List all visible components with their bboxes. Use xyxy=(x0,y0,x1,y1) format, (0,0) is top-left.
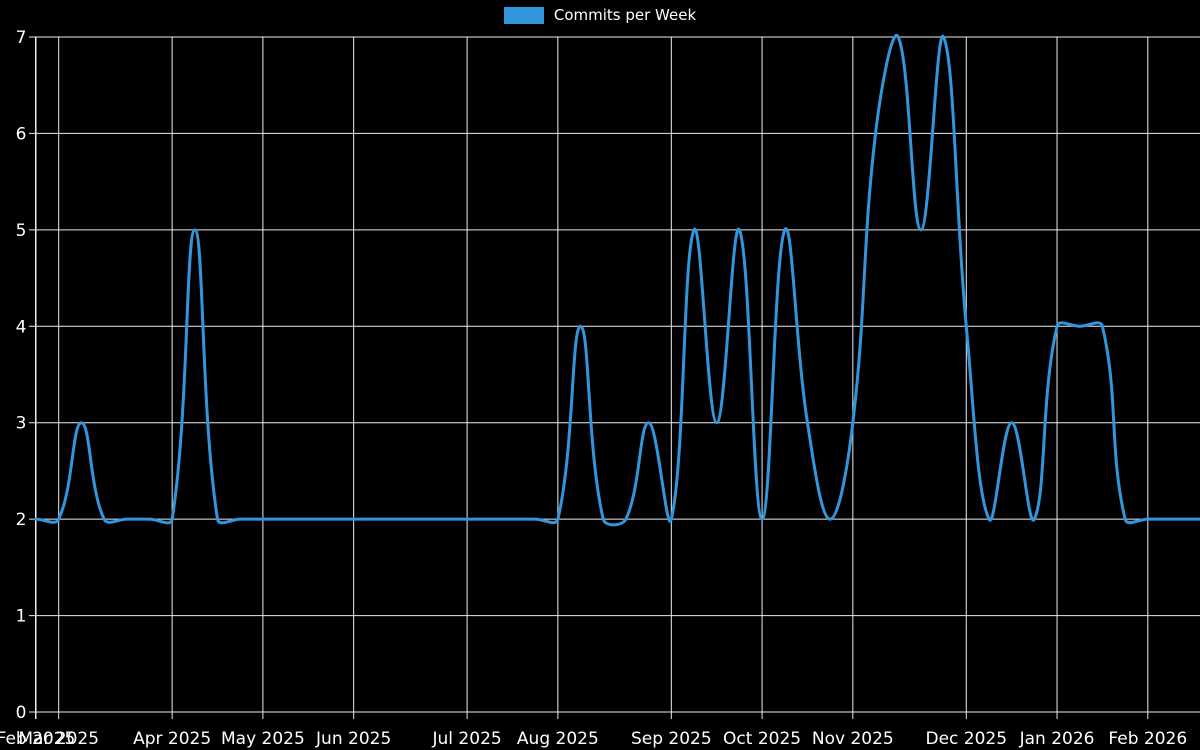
x-tick-label: Feb 2025 xyxy=(0,729,75,749)
x-tick-label: Jul 2025 xyxy=(432,729,502,749)
y-tick-label: 3 xyxy=(16,414,27,434)
legend[interactable]: Commits per Week xyxy=(0,7,1200,24)
x-tick-label: Apr 2025 xyxy=(133,729,211,749)
y-tick-label: 4 xyxy=(16,317,27,337)
x-tick-label: Nov 2025 xyxy=(812,729,894,749)
y-tick-label: 2 xyxy=(16,510,27,530)
x-tick-label: Feb 2026 xyxy=(1108,729,1187,749)
x-tick-label: May 2025 xyxy=(221,729,305,749)
x-tick-label: Jan 2026 xyxy=(1019,729,1095,749)
commits-line-series xyxy=(34,33,1200,527)
y-tick-label: 7 xyxy=(16,28,27,48)
legend-swatch xyxy=(503,7,544,24)
x-tick-label: Oct 2025 xyxy=(723,729,801,749)
y-tick-label: 1 xyxy=(16,607,27,627)
legend-label: Commits per Week xyxy=(553,6,697,24)
x-tick-label: Aug 2025 xyxy=(517,729,599,749)
y-tick-label: 0 xyxy=(16,703,27,723)
y-tick-label: 6 xyxy=(16,124,27,144)
x-tick-label: Dec 2025 xyxy=(926,729,1008,749)
x-tick-label: Jun 2025 xyxy=(315,729,391,749)
y-tick-label: 5 xyxy=(16,221,27,241)
x-tick-label: Sep 2025 xyxy=(631,729,712,749)
x-tick-label: Mar 2025 xyxy=(18,729,99,749)
